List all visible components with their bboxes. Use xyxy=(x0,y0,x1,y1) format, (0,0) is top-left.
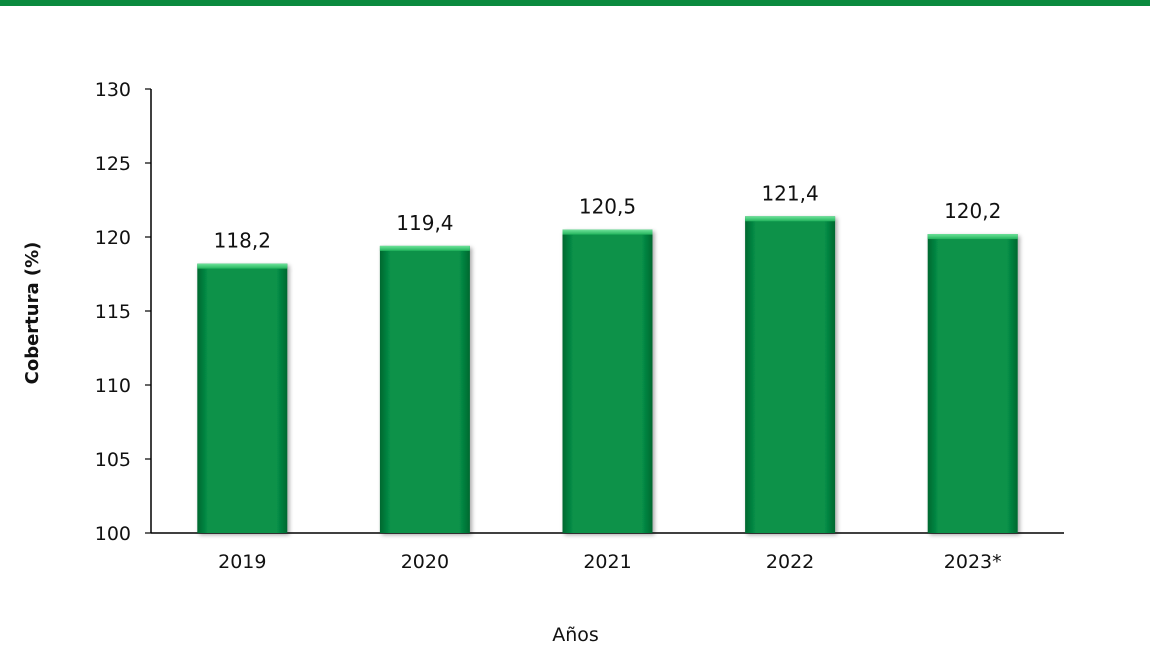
y-tick-label: 110 xyxy=(95,375,131,397)
data-label-2019: 118,2 xyxy=(214,229,271,253)
bar-2023 xyxy=(927,234,1018,534)
bar-2019 xyxy=(197,263,288,533)
bar-highlight xyxy=(197,263,288,269)
bar-body xyxy=(745,216,836,533)
y-tick-label: 115 xyxy=(95,301,131,323)
x-axis: 2019 2020 2021 2022 2023* xyxy=(151,532,1064,573)
data-label-2023: 120,2 xyxy=(944,199,1001,223)
data-label-2022: 121,4 xyxy=(761,181,818,205)
x-tick-label: 2022 xyxy=(766,551,814,573)
x-tick-label: 2020 xyxy=(401,551,449,573)
bars xyxy=(197,216,1018,534)
bar-body xyxy=(927,234,1018,534)
x-axis-title: Años xyxy=(552,624,599,646)
y-tick-label: 125 xyxy=(95,153,131,175)
bar-body xyxy=(379,245,470,533)
y-axis: 100 105 110 115 120 125 130 xyxy=(95,79,152,545)
bar-highlight xyxy=(927,234,1018,240)
y-tick-label: 120 xyxy=(95,227,131,249)
x-tick-label: 2021 xyxy=(583,551,631,573)
bar-2021 xyxy=(562,229,653,533)
x-tick-label: 2023* xyxy=(944,551,1002,573)
y-tick-label: 105 xyxy=(95,449,131,471)
bar-body xyxy=(197,263,288,533)
bar-highlight xyxy=(745,216,836,222)
bar-highlight xyxy=(562,229,653,235)
bar-2020 xyxy=(379,245,470,533)
y-tick-label: 130 xyxy=(95,79,131,101)
bar-2022 xyxy=(745,216,836,533)
data-labels: 118,2 119,4 120,5 121,4 120,2 xyxy=(214,181,1002,252)
bar-body xyxy=(562,229,653,533)
x-tick-label: 2019 xyxy=(218,551,266,573)
top-rule xyxy=(0,0,1150,6)
y-tick-label: 100 xyxy=(95,523,131,545)
y-axis-title: Cobertura (%) xyxy=(22,242,43,385)
bar-highlight xyxy=(379,245,470,251)
data-label-2021: 120,5 xyxy=(579,195,636,219)
data-label-2020: 119,4 xyxy=(396,211,453,235)
